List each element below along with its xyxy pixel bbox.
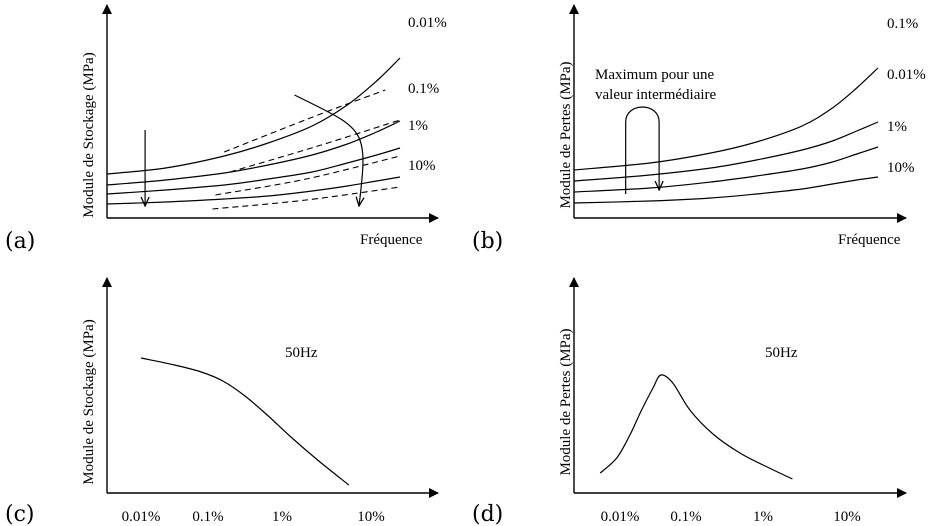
panel-a-curves — [106, 57, 401, 210]
panel-b-label: (b) — [472, 229, 503, 254]
panel-b-xlabel: Fréquence — [838, 232, 901, 248]
panel-a-series-labels: 0.01% 0.1% 1% 10% — [408, 15, 447, 174]
panel-b: (b) Fréquence Module de Pertes (MPa) Max… — [472, 4, 926, 254]
panel-b-label-0.01: 0.01% — [887, 67, 926, 83]
panel-a-series-line-2 — [106, 147, 401, 195]
panel-d-curves — [599, 374, 793, 480]
panel-b-arrow-loop — [625, 106, 659, 194]
panel-b-label-10: 10% — [887, 160, 915, 176]
panel-a-xlabel: Fréquence — [360, 232, 423, 248]
panel-d-tick-0.01: 0.01% — [601, 509, 640, 525]
panel-c-curves — [140, 357, 350, 486]
panel-a-dashed-line-1 — [229, 119, 401, 173]
panel-c-tick-1: 1% — [272, 509, 292, 525]
panel-b-annotation-line-1: Maximum pour une — [595, 67, 714, 83]
panel-a-label-1: 1% — [408, 118, 428, 134]
panel-c-label: (c) — [5, 502, 35, 526]
panel-a: (a) Fréquence Module de Stockage (MPa) 0… — [5, 4, 447, 254]
panel-a-series-line-1 — [106, 120, 401, 186]
panel-c-series-line-0 — [140, 357, 350, 486]
panel-d-annotation: 50Hz — [765, 345, 798, 361]
panel-d-label: (d) — [472, 502, 503, 526]
panel-a-label-10: 10% — [408, 158, 436, 174]
panel-d-tick-10: 10% — [833, 509, 861, 525]
panel-c-tick-0.01: 0.01% — [122, 509, 161, 525]
panel-d: (d) Module de Pertes (MPa) 50Hz 0.01% 0.… — [472, 277, 907, 526]
panel-b-series-line-0 — [573, 67, 879, 171]
panel-a-ylabel: Module de Stockage (MPa) — [81, 52, 97, 217]
panel-d-ylabel: Module de Pertes (MPa) — [558, 328, 574, 475]
panel-b-series-line-3 — [573, 176, 879, 204]
panel-c: (c) Module de Stockage (MPa) 50Hz 0.01% … — [5, 277, 439, 526]
panel-d-tick-1: 1% — [753, 509, 773, 525]
panel-a-label-0.01: 0.01% — [408, 15, 447, 31]
panel-a-series-line-3 — [106, 176, 401, 205]
panel-d-series-line-0 — [599, 374, 793, 480]
panel-c-tick-10: 10% — [357, 509, 385, 525]
panel-a-dashed-line-2 — [215, 155, 401, 196]
panel-a-dashed-line-0 — [223, 89, 386, 153]
panel-a-arrow-curved — [294, 94, 363, 206]
panel-a-label: (a) — [5, 229, 35, 254]
panel-c-ticks: 0.01% 0.1% 1% 10% — [122, 509, 385, 525]
panel-a-series-line-0 — [106, 57, 401, 175]
panel-d-ticks: 0.01% 0.1% 1% 10% — [601, 509, 861, 525]
panel-c-annotation: 50Hz — [285, 345, 318, 361]
panel-b-annotation-line-2: valeur intermédiaire — [595, 87, 717, 103]
panel-b-ylabel: Module de Pertes (MPa) — [558, 61, 574, 208]
panel-b-series-line-2 — [573, 146, 879, 193]
panel-a-label-0.1: 0.1% — [408, 81, 439, 97]
panel-c-tick-0.1: 0.1% — [192, 509, 223, 525]
panel-a-dashed-line-3 — [212, 186, 401, 210]
panel-b-series-labels: 0.1% 0.01% 1% 10% — [887, 16, 926, 176]
panel-b-series-line-1 — [573, 121, 879, 182]
panel-b-label-0.1: 0.1% — [887, 16, 918, 32]
panel-d-tick-0.1: 0.1% — [670, 509, 701, 525]
panel-b-curves — [573, 67, 879, 204]
panel-c-ylabel: Module de Stockage (MPa) — [81, 319, 97, 484]
panel-b-label-1: 1% — [887, 119, 907, 135]
